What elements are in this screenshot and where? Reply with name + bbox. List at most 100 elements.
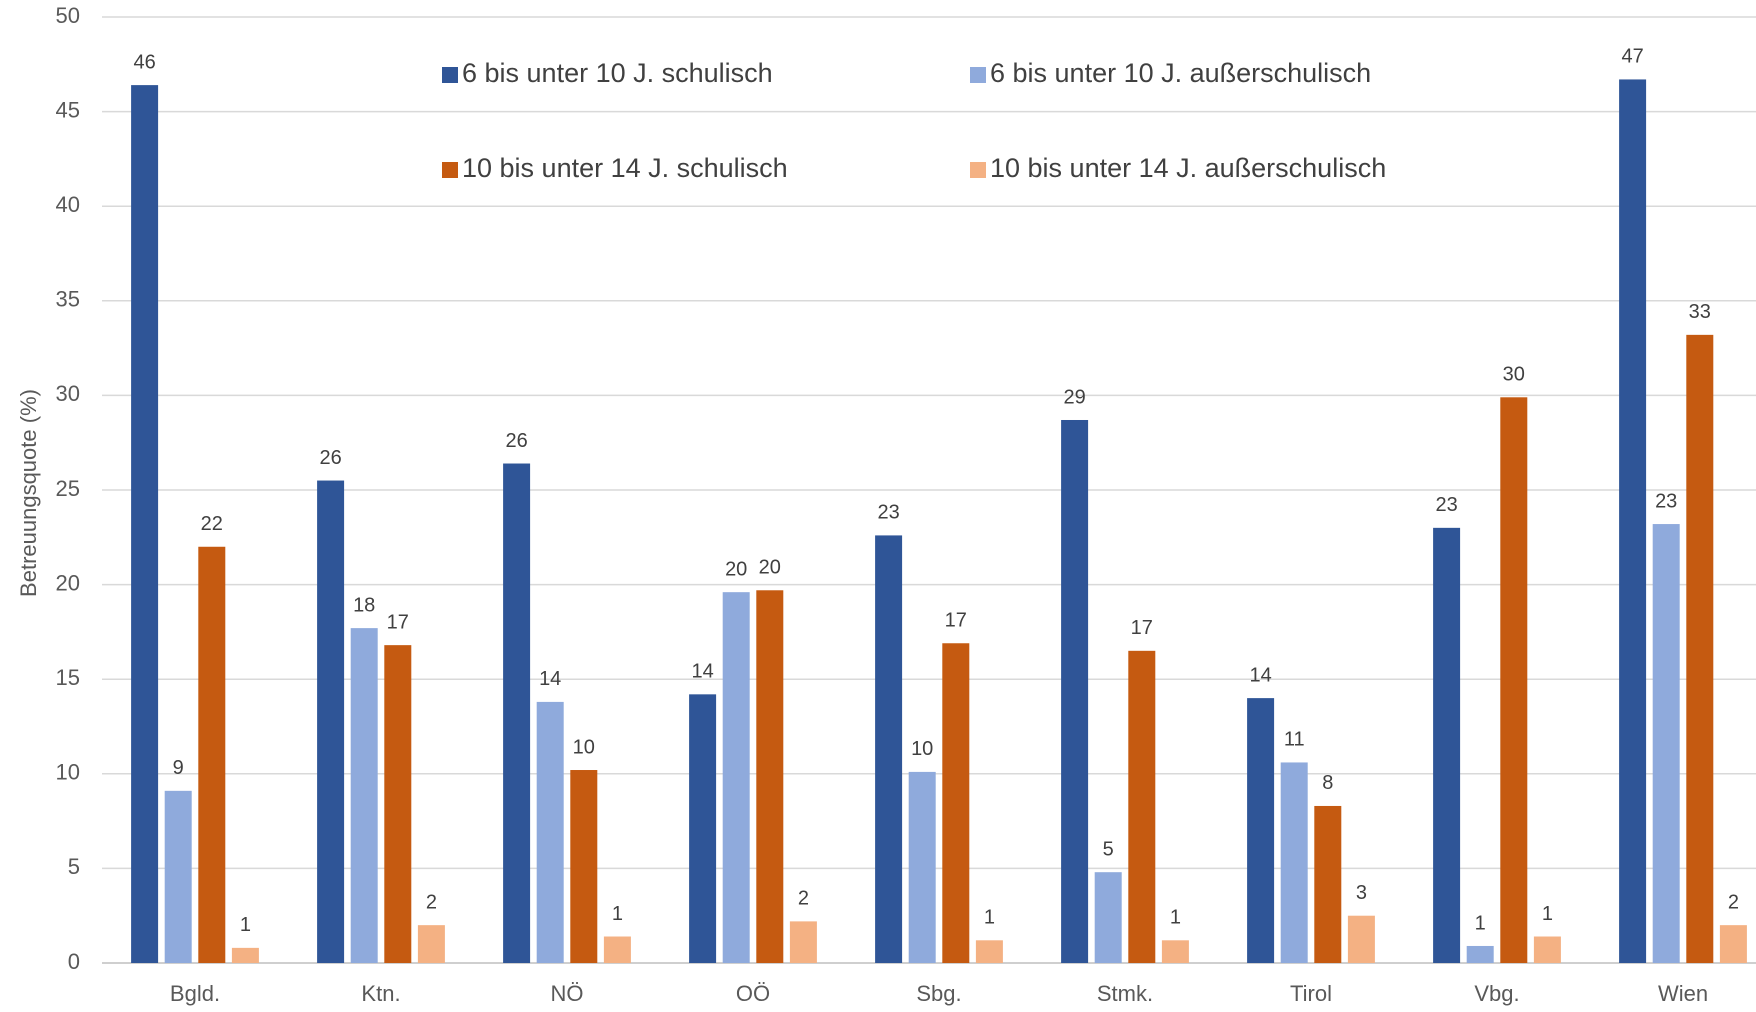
data-label: 11 [1284,729,1305,751]
bar [975,940,1003,963]
bar [1094,872,1122,963]
bar [350,628,378,963]
data-label: 1 [240,914,251,936]
legend-swatch [442,67,458,83]
y-axis-title: Betreuungsquote (%) [16,389,41,597]
y-tick-label: 45 [56,97,80,122]
x-tick-label: OÖ [736,981,770,1006]
bar [1314,805,1342,963]
data-label: 14 [539,668,561,690]
y-tick-label: 25 [56,476,80,501]
bar [1128,650,1156,963]
y-tick-label: 50 [56,3,80,28]
x-tick-label: Wien [1658,981,1708,1006]
legend-label: 10 bis unter 14 J. schulisch [462,153,788,183]
data-label: 22 [201,513,223,535]
bar [1619,79,1647,964]
data-label: 17 [387,611,409,633]
x-tick-label: Vbg. [1474,981,1519,1006]
bar [1347,915,1375,963]
data-label: 20 [759,557,781,579]
bar [1533,936,1561,963]
data-label: 2 [798,888,809,910]
bar [131,85,159,963]
data-label: 18 [353,594,375,616]
x-tick-label: Sbg. [916,981,961,1006]
bar [536,701,564,963]
bar [689,694,717,963]
bar [231,947,259,963]
data-label: 46 [133,51,155,73]
data-label: 23 [1435,494,1457,516]
bar [908,771,936,963]
bar [875,535,903,963]
data-label: 5 [1103,838,1114,860]
data-label: 10 [573,736,595,758]
y-tick-label: 35 [56,287,80,312]
bar [1466,945,1494,963]
data-label: 47 [1621,46,1643,68]
legend-label: 6 bis unter 10 J. schulisch [462,58,773,88]
bar [756,590,784,963]
y-tick-label: 30 [56,381,80,406]
bar [384,645,412,963]
y-tick-label: 10 [56,760,80,785]
legend-label: 6 bis unter 10 J. außerschulisch [990,58,1371,88]
bar [1500,397,1528,963]
x-tick-label: Stmk. [1097,981,1153,1006]
data-label: 1 [984,907,995,929]
bar [1719,925,1747,963]
data-label: 30 [1503,364,1525,386]
x-tick-label: Tirol [1290,981,1332,1006]
bar [1280,762,1308,963]
bar [1686,334,1714,964]
bar [1433,527,1461,963]
data-label: 1 [1542,903,1553,925]
legend-swatch [442,162,458,178]
data-label: 2 [1728,891,1739,913]
bar [417,925,445,963]
data-label: 20 [725,558,747,580]
legend-label: 10 bis unter 14 J. außerschulisch [990,153,1386,183]
bar [198,546,226,963]
data-label: 17 [1131,617,1153,639]
data-label: 2 [426,891,437,913]
data-label: 8 [1322,772,1333,794]
bar [1247,698,1275,963]
bar [1652,524,1680,963]
y-tick-label: 40 [56,192,80,217]
bar [570,770,598,963]
x-tick-label: NÖ [551,981,584,1006]
bar [942,643,970,963]
data-label: 14 [691,661,713,683]
data-label: 23 [877,502,899,524]
y-tick-label: 5 [68,854,80,879]
y-tick-label: 20 [56,570,80,595]
y-tick-label: 0 [68,949,80,974]
bar [789,921,817,963]
x-tick-label: Bgld. [170,981,220,1006]
bar [1061,419,1089,964]
legend-swatch [970,162,986,178]
data-label: 9 [173,757,184,779]
data-label: 26 [319,447,341,469]
data-label: 23 [1655,490,1677,512]
bar [164,790,192,963]
data-label: 10 [911,738,933,760]
bar [603,936,631,963]
bar [722,592,750,963]
y-tick-label: 15 [56,665,80,690]
data-label: 33 [1689,301,1711,323]
legend-swatch [970,67,986,83]
data-label: 17 [945,610,967,632]
data-label: 1 [612,903,623,925]
data-label: 26 [505,430,527,452]
data-label: 1 [1170,907,1181,929]
data-label: 14 [1249,664,1271,686]
bar [1161,940,1189,963]
data-label: 1 [1475,912,1486,934]
data-label: 3 [1356,882,1367,904]
bar [317,480,345,963]
x-tick-label: Ktn. [361,981,400,1006]
